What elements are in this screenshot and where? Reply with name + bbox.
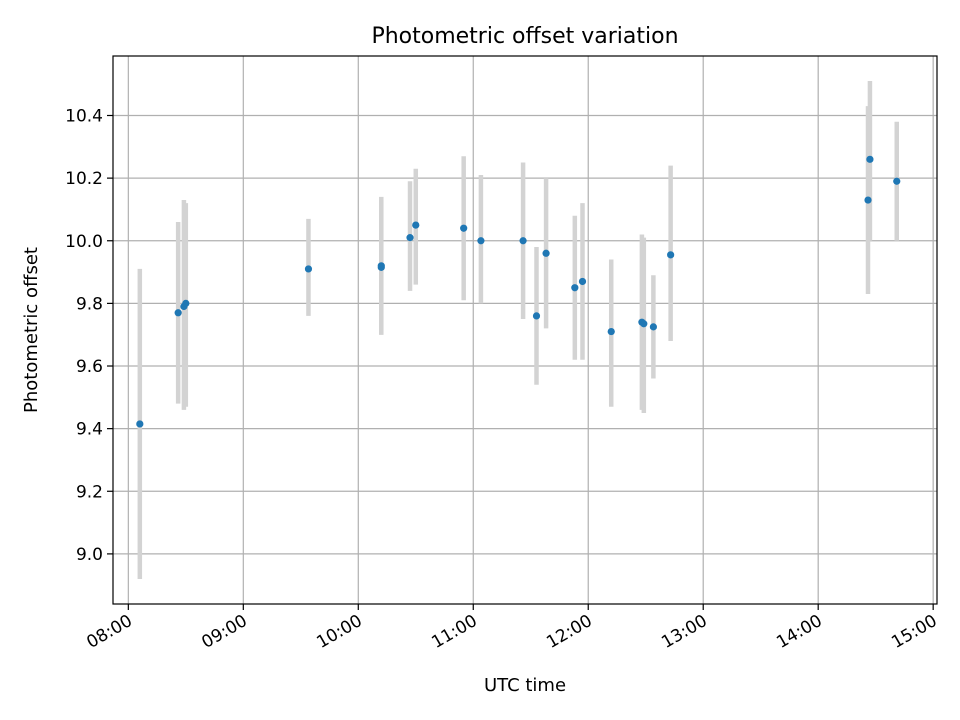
x-tick-label: 13:00 <box>658 611 710 653</box>
data-point <box>640 320 648 328</box>
x-tick-label: 14:00 <box>773 611 825 653</box>
y-tick-label: 10.0 <box>65 232 103 252</box>
data-point <box>406 234 414 242</box>
data-point <box>174 309 182 317</box>
data-point <box>460 224 468 232</box>
y-tick-label: 9.8 <box>76 294 103 314</box>
x-tick-label: 10:00 <box>313 611 365 653</box>
data-point <box>667 251 675 259</box>
y-tick-label: 9.2 <box>76 482 103 502</box>
data-point <box>864 196 872 204</box>
chart-title: Photometric offset variation <box>371 24 678 49</box>
data-point <box>532 312 541 320</box>
plot-frame <box>112 55 938 605</box>
y-axis-ticks: 9.0 9.2 9.4 9.6 9.8 10.0 10.2 10.4 <box>65 106 113 565</box>
y-tick-label: 9.6 <box>76 357 103 377</box>
y-tick-label: 10.2 <box>65 169 103 189</box>
data-point <box>304 265 313 273</box>
data-point <box>412 221 420 229</box>
data-point <box>607 327 615 336</box>
data-point <box>578 277 587 286</box>
grid <box>113 56 937 604</box>
data-point <box>136 420 144 428</box>
x-tick-label: 15:00 <box>888 611 940 653</box>
data-point <box>542 249 550 257</box>
data-point <box>571 284 579 292</box>
data-point <box>477 237 485 245</box>
data-points <box>136 155 901 428</box>
x-tick-label: 08:00 <box>83 611 135 653</box>
data-point <box>866 155 874 163</box>
x-axis-ticks: 08:00 09:00 10:00 11:00 12:00 13:00 14:00 15:00 <box>83 604 941 653</box>
x-tick-label: 09:00 <box>198 611 250 653</box>
data-point <box>649 323 657 331</box>
data-point <box>182 299 190 307</box>
y-tick-label: 10.4 <box>65 106 103 126</box>
x-tick-label: 11:00 <box>428 611 480 653</box>
y-axis-label: Photometric offset <box>21 247 42 413</box>
y-tick-label: 9.4 <box>76 420 103 440</box>
data-point <box>519 237 527 245</box>
error-bars <box>137 81 900 579</box>
data-point <box>893 177 901 185</box>
x-tick-label: 12:00 <box>543 611 595 653</box>
x-axis-label: UTC time <box>484 675 566 696</box>
data-point <box>377 263 385 271</box>
y-tick-label: 9.0 <box>76 545 103 565</box>
